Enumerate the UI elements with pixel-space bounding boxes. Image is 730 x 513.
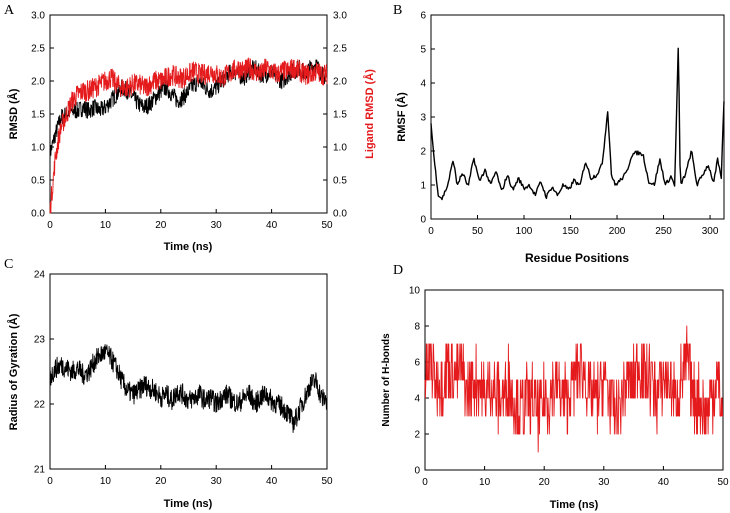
x-tick-label: 30: [211, 220, 223, 231]
series-line-ligand-rmsd: [49, 57, 328, 214]
x-tick-label: 0: [422, 477, 428, 488]
x-tick-label: 20: [155, 476, 167, 487]
x-tick-label: 20: [155, 220, 167, 231]
y-tick-label: 0.5: [31, 176, 45, 187]
x-tick-label: 200: [609, 226, 626, 237]
y2-tick-label: 2.5: [333, 44, 347, 55]
y-tick-label: 10: [409, 286, 421, 297]
y2-tick-label: 0.0: [333, 209, 347, 220]
y-axis-label: RMSF (Å): [395, 92, 408, 142]
chart-panel-b: 0 50 100 150 200 250 300 0 1 2 3 4 5 6 Residue Positi…: [395, 11, 725, 265]
x-tick-label: 10: [479, 477, 491, 488]
y-tick-label: 2.0: [31, 77, 45, 88]
y-tick-label: 0.0: [31, 209, 45, 220]
x-tick-label: 50: [321, 220, 333, 231]
x-tick-label: 40: [266, 476, 278, 487]
y-tick-label: 1: [420, 181, 426, 192]
y-tick-label: 6: [420, 11, 426, 22]
y-tick-label: 24: [34, 270, 46, 281]
y-axis-label: Radius of Gyration (Å): [7, 313, 20, 430]
series-line-h-bonds: [424, 325, 724, 453]
y2-axis-label: Ligand RMSD (Å): [363, 69, 376, 159]
y-tick-label: 4: [414, 394, 420, 405]
chart-panel-a: 0 10 20 30 40 500.00.51.01.52.02.53.00.00.51.…: [7, 11, 376, 254]
y-tick-label: 21: [34, 465, 46, 476]
y-tick-label: 4: [420, 79, 426, 90]
x-tick-label: 10: [100, 476, 112, 487]
y2-tick-label: 0.5: [333, 176, 347, 187]
plot-frame: [49, 14, 328, 214]
x-tick-label: 40: [266, 220, 278, 231]
y2-tick-label: 3.0: [333, 11, 347, 22]
y-tick-label: 2: [414, 430, 420, 441]
x-tick-label: 50: [472, 226, 484, 237]
series-line-rg: [49, 344, 328, 433]
y-tick-label: 22: [34, 400, 46, 411]
y-tick-label: 5: [420, 45, 426, 56]
y-tick-label: 1.5: [31, 110, 45, 121]
series-line-rmsf: [430, 47, 725, 201]
plot-frame: [49, 273, 328, 470]
x-tick-label: 30: [211, 476, 223, 487]
x-tick-label: 40: [658, 477, 670, 488]
y-tick-label: 2.5: [31, 44, 45, 55]
y-axis-label: RMSD (Å): [7, 88, 20, 139]
panel-a-letter: A: [4, 3, 15, 18]
panel-c-letter: C: [4, 257, 13, 272]
y-tick-label: 23: [34, 335, 46, 346]
x-tick-label: 0: [47, 476, 53, 487]
x-tick-label: 50: [321, 476, 333, 487]
y-axis-label: Number of H-bonds: [381, 333, 392, 427]
x-tick-label: 30: [598, 477, 610, 488]
y2-tick-label: 2.0: [333, 77, 347, 88]
x-tick-label: 0: [428, 226, 434, 237]
chart-panel-c: 0 10 20 30 40 50 21 22 23 24 Time (ns) Radius of …: [7, 270, 333, 511]
x-tick-label: 20: [539, 477, 551, 488]
x-tick-label: 250: [655, 226, 672, 237]
x-tick-label: 10: [100, 220, 112, 231]
y-tick-label: 6: [414, 358, 420, 369]
chart-panel-d: 0 10 20 30 40 50 0 2 4 6 8 10 Time (ns) Number of H…: [381, 286, 729, 512]
y-tick-label: 0: [420, 215, 426, 226]
y-tick-label: 3: [420, 113, 426, 124]
series-line-protein-rmsd: [49, 59, 328, 163]
y-tick-label: 1.0: [31, 143, 45, 154]
x-tick-label: 150: [562, 226, 579, 237]
y2-tick-label: 1.5: [333, 110, 347, 121]
x-tick-label: 0: [47, 220, 53, 231]
y-tick-label: 0: [414, 466, 420, 477]
x-tick-label: 300: [702, 226, 719, 237]
panel-d-letter: D: [393, 263, 403, 278]
y-tick-label: 2: [420, 147, 426, 158]
y2-tick-label: 1.0: [333, 143, 347, 154]
panel-b-letter: B: [393, 3, 402, 18]
x-axis-label: Time (ns): [550, 499, 599, 511]
x-axis-label: Residue Positions: [525, 251, 629, 265]
x-axis-label: Time (ns): [164, 498, 213, 510]
x-tick-label: 50: [717, 477, 729, 488]
y-tick-label: 8: [414, 322, 420, 333]
y-tick-label: 3.0: [31, 11, 45, 22]
x-tick-label: 100: [516, 226, 533, 237]
x-axis-label: Time (ns): [164, 241, 213, 253]
